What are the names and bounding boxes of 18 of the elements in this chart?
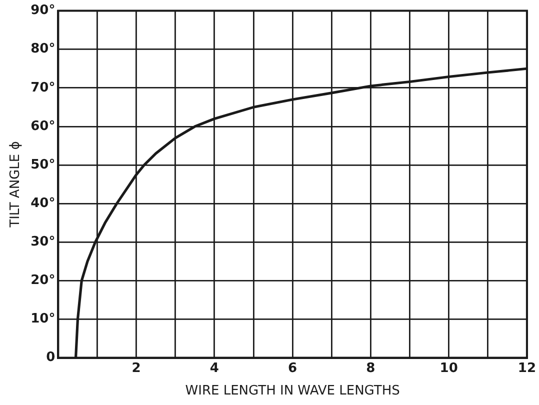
y-tick-label: 40° xyxy=(30,196,56,211)
y-tick-label: 10° xyxy=(30,312,56,327)
y-tick-label: 20° xyxy=(30,273,56,288)
x-tick-label: 10 xyxy=(440,360,458,376)
y-tick-label: 50° xyxy=(30,157,56,172)
y-tick-label: 70° xyxy=(30,80,56,96)
y-axis-title: TILT ANGLE ϕ xyxy=(8,141,24,228)
x-tick-label: 8 xyxy=(366,360,376,376)
y-tick-label: 0 xyxy=(46,350,56,366)
y-tick-label: 60° xyxy=(30,118,56,134)
x-tick-label: 2 xyxy=(132,360,141,376)
y-tick-label: 90° xyxy=(30,3,56,18)
x-tick-label: 12 xyxy=(518,360,536,376)
y-tick-label: 80° xyxy=(30,42,56,57)
x-tick-label: 6 xyxy=(288,360,298,376)
x-axis-title: WIRE LENGTH IN WAVE LENGTHS xyxy=(185,384,400,399)
x-tick-label: 4 xyxy=(210,360,219,376)
y-tick-label: 30° xyxy=(30,234,56,250)
